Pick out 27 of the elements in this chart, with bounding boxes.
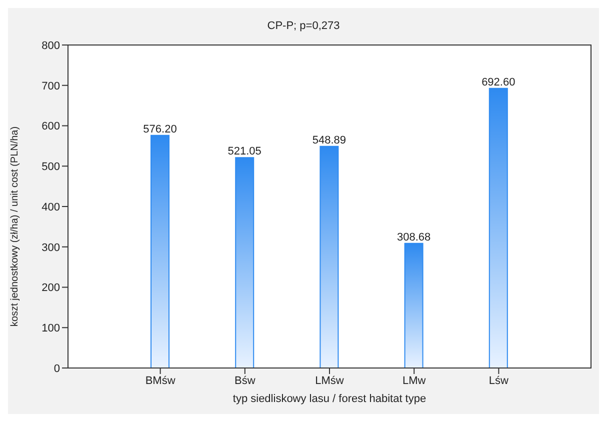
bar xyxy=(320,146,339,368)
x-tick-label: LMw xyxy=(402,374,426,387)
y-tick-label: 200 xyxy=(42,282,60,294)
data-label: 521.05 xyxy=(228,146,262,158)
bar xyxy=(404,242,424,368)
y-tick-label: 500 xyxy=(42,161,60,174)
data-label: 576.20 xyxy=(143,123,177,136)
data-label: 548.89 xyxy=(312,134,346,146)
y-tick-label: 600 xyxy=(42,120,60,133)
y-tick-label: 0 xyxy=(54,362,60,375)
data-label: 692.60 xyxy=(482,76,516,88)
chart-title: CP-P; p=0,273 xyxy=(266,20,341,32)
bar xyxy=(235,157,254,368)
y-axis-title: koszt jednostkowy (zł/ha) / unit cost (PLN/ha) xyxy=(10,126,21,326)
x-axis-title: typ siedliskowy lasu / forest habitat type xyxy=(232,393,426,405)
data-label: 308.68 xyxy=(396,231,431,244)
y-tick-label: 300 xyxy=(42,242,60,254)
x-tick-label: BMśw xyxy=(145,374,176,387)
x-tick-label: LMśw xyxy=(315,374,344,387)
bar xyxy=(150,134,170,368)
y-tick-label: 400 xyxy=(42,201,60,214)
x-tick-label: Bśw xyxy=(234,374,256,387)
bar xyxy=(488,88,508,368)
y-tick-label: 700 xyxy=(42,80,60,92)
y-tick-label: 100 xyxy=(42,322,60,335)
x-tick-label: Lśw xyxy=(488,374,509,387)
y-tick-label: 800 xyxy=(42,40,60,52)
